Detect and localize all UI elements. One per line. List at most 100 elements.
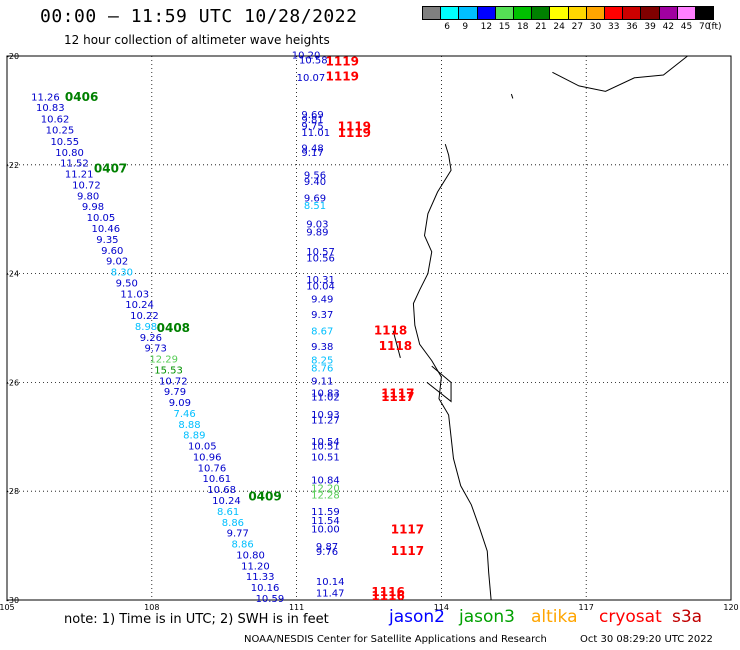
legend-label: 15 xyxy=(498,22,511,32)
wave-height-point: 10.16 xyxy=(251,583,280,594)
wave-height-point: 11.20 xyxy=(241,561,270,572)
legend-label: 42 xyxy=(662,22,675,32)
legend-label: 24 xyxy=(553,22,565,32)
wave-height-point: 10.68 xyxy=(207,485,236,496)
wave-height-point: 11.59 xyxy=(311,507,340,518)
wave-height-point: 10.59 xyxy=(256,594,285,605)
wave-height-point: 9.69 xyxy=(304,194,326,205)
wave-height-point: 9.60 xyxy=(101,246,123,257)
wave-height-point: 11.54 xyxy=(311,516,340,527)
satellite-jason3: jason3 xyxy=(459,607,515,627)
wave-height-point: 8.61 xyxy=(217,507,239,518)
wave-height-point: 9.73 xyxy=(145,344,167,355)
legend-label: 70 xyxy=(699,22,711,32)
wave-height-point: 8.25 xyxy=(311,356,333,367)
wave-height-point: 9.40 xyxy=(304,177,326,188)
wave-height-point: 9.09 xyxy=(169,398,191,409)
wave-height-point: 10.76 xyxy=(198,463,227,474)
wave-height-point: 11.03 xyxy=(120,289,149,300)
wave-height-point: 9.75 xyxy=(301,122,323,133)
x-tick-label: 117 xyxy=(579,603,594,612)
pass-time-label: 1117 xyxy=(391,544,424,558)
pass-time-label: 1119 xyxy=(338,126,371,140)
wave-height-point: 12.20 xyxy=(311,483,340,494)
wave-height-point: 12.29 xyxy=(149,355,178,366)
coastline xyxy=(412,143,492,601)
wave-height-point: 10.83 xyxy=(311,388,340,399)
wave-height-point: 10.72 xyxy=(159,376,188,387)
wave-height-point: 9.38 xyxy=(311,342,333,353)
wave-height-point: 11.02 xyxy=(311,393,340,404)
wave-height-point: 10.62 xyxy=(41,115,70,126)
wave-height-point: 8.51 xyxy=(304,201,326,212)
wave-height-point: 8.86 xyxy=(222,518,244,529)
satellite-jason2: jason2 xyxy=(389,607,445,627)
wave-height-point: 10.80 xyxy=(236,550,265,561)
wave-height-point: 8.98 xyxy=(135,322,157,333)
wave-height-point: 8.88 xyxy=(178,420,200,431)
wave-height-point: 9.50 xyxy=(116,278,138,289)
wave-height-point: 10.54 xyxy=(311,437,340,448)
credit-text: NOAA/NESDIS Center for Satellite Applica… xyxy=(244,634,547,645)
wave-height-point: 10.05 xyxy=(87,213,116,224)
legend-label: 18 xyxy=(517,22,529,32)
pass-time-label: 0408 xyxy=(157,321,190,335)
pass-time-label: 1119 xyxy=(326,70,359,84)
pass-time-label: 0406 xyxy=(65,90,98,104)
wave-height-point: 10.31 xyxy=(306,275,335,286)
wave-height-point: 10.25 xyxy=(46,126,75,137)
wave-height-point: 15.53 xyxy=(154,365,183,376)
wave-height-point: 10.05 xyxy=(188,442,217,453)
wave-height-point: 9.98 xyxy=(82,202,104,213)
wave-height-point: 8.30 xyxy=(111,268,133,279)
wave-height-point: 10.96 xyxy=(193,452,222,463)
y-tick-label: -22 xyxy=(6,161,19,170)
legend-label: 30 xyxy=(589,22,602,32)
wave-height-point: 11.27 xyxy=(311,415,340,426)
chart-title: 00:00 – 11:59 UTC 10/28/2022 xyxy=(40,6,358,27)
pass-time-label: 1118 xyxy=(374,324,407,338)
wave-height-point: 9.56 xyxy=(304,171,326,182)
footer-note: note: 1) Time is in UTC; 2) SWH is in fe… xyxy=(64,612,329,627)
wave-height-point: 10.46 xyxy=(91,224,120,235)
wave-height-point: 10.04 xyxy=(306,282,335,293)
y-tick-label: -30 xyxy=(6,596,19,605)
legend-label: 39 xyxy=(644,22,656,32)
generated-timestamp: Oct 30 08:29:20 UTC 2022 xyxy=(580,634,713,645)
wave-height-point: 11.33 xyxy=(246,572,275,583)
pass-time-label: 0409 xyxy=(248,490,281,504)
wave-height-point: 12.28 xyxy=(311,491,340,502)
y-tick-label: -26 xyxy=(6,378,19,387)
wave-height-point: 9.35 xyxy=(96,235,118,246)
wave-height-point: 9.77 xyxy=(227,529,249,540)
x-tick-label: 111 xyxy=(289,603,304,612)
wave-height-point: 9.79 xyxy=(164,387,186,398)
x-tick-label: 105 xyxy=(0,603,15,612)
legend-unit: (ft) xyxy=(708,22,722,32)
pass-time-label: 1119 xyxy=(326,54,359,68)
wave-height-point: 11.01 xyxy=(301,128,330,139)
wave-height-point: 10.51 xyxy=(311,452,340,463)
wave-height-point: 9.37 xyxy=(311,310,333,321)
wave-height-point: 9.02 xyxy=(106,257,128,268)
pass-time-label: 1117 xyxy=(381,386,414,400)
legend-label: 33 xyxy=(608,22,620,32)
wave-height-point: 10.24 xyxy=(212,496,241,507)
satellite-cryosat: cryosat xyxy=(599,607,662,627)
shark-bay-coast xyxy=(426,365,452,403)
legend-label: 12 xyxy=(480,22,493,32)
legend-label: 27 xyxy=(571,22,584,32)
pass-time-label: 0407 xyxy=(94,162,127,176)
pass-time-label: 1119 xyxy=(338,120,371,134)
wave-height-point: 10.51 xyxy=(311,442,340,453)
wave-height-point: 9.81 xyxy=(301,115,323,126)
wave-height-point: 10.57 xyxy=(306,247,335,258)
wave-height-point: 8.86 xyxy=(231,540,253,551)
wave-height-point: 10.56 xyxy=(306,253,335,264)
wave-height-point: 9.26 xyxy=(140,333,162,344)
wave-height-point: 10.84 xyxy=(311,475,340,486)
legend-label: 9 xyxy=(462,22,469,32)
wave-height-point: 9.80 xyxy=(77,191,99,202)
wave-height-point: 9.11 xyxy=(311,376,333,387)
